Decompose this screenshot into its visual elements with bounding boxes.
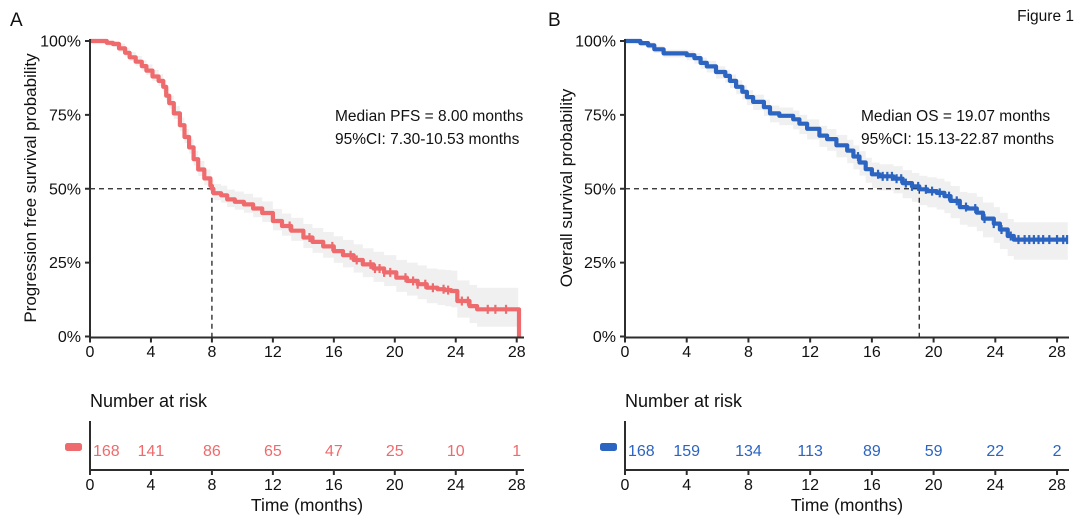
at-risk-count: 25 [386, 443, 404, 460]
at-risk-count: 113 [797, 443, 823, 460]
panel-b-plot: 0% 25% 50% 75% 100% 0 4 8 12 16 20 24 28 0 168 4 159 8 134… [575, 34, 1069, 494]
risk-legend-swatch [600, 443, 617, 451]
panel-a-x-axis-title: Time (months) [250, 495, 364, 515]
at-risk-count: 168 [628, 443, 655, 460]
x-axis-tick-label: 16 [863, 344, 881, 361]
y-axis-tick-label: 100% [40, 34, 81, 51]
y-axis-tick-label: 75% [584, 107, 616, 124]
y-axis-tick-label: 25% [49, 255, 81, 272]
x-axis-tick-label: 12 [264, 344, 282, 361]
at-risk-count: 1 [512, 443, 521, 460]
risk-axis-tick-label: 4 [147, 477, 156, 494]
at-risk-count: 89 [863, 443, 881, 460]
panel-a-y-axis-title: Progression free survival probability [21, 53, 40, 323]
at-risk-count: 168 [93, 443, 120, 460]
panel-b-risk-table-header: Number at risk [625, 391, 743, 411]
risk-axis-tick-label: 4 [682, 477, 691, 494]
y-axis-tick-label: 0% [58, 329, 81, 346]
at-risk-count: 65 [264, 443, 282, 460]
confidence-band [90, 41, 519, 329]
y-axis-tick-label: 75% [49, 107, 81, 124]
panel-b-annotation: Median OS = 19.07 months 95%CI: 15.13-22… [861, 105, 1054, 151]
y-axis-tick-label: 25% [584, 255, 616, 272]
risk-axis-tick-label: 16 [325, 477, 343, 494]
at-risk-count: 47 [325, 443, 343, 460]
at-risk-count: 86 [203, 443, 221, 460]
panel-b-y-axis-title: Overall survival probability [557, 88, 576, 288]
at-risk-count: 141 [138, 443, 165, 460]
x-axis-tick-label: 16 [325, 344, 343, 361]
x-axis-tick-label: 8 [207, 344, 216, 361]
risk-axis-tick-label: 20 [386, 477, 404, 494]
panel-a-ci-text: 95%CI: 7.30-10.53 months [335, 131, 520, 148]
x-axis-tick-label: 28 [508, 344, 526, 361]
panel-a-risk-table-header: Number at risk [90, 391, 208, 411]
at-risk-count: 10 [447, 443, 465, 460]
x-axis-tick-label: 20 [386, 344, 404, 361]
risk-axis-tick-label: 24 [986, 477, 1004, 494]
x-axis-tick-label: 24 [447, 344, 465, 361]
x-axis-tick-label: 8 [744, 344, 753, 361]
x-axis-tick-label: 12 [801, 344, 819, 361]
x-axis-tick-label: 20 [925, 344, 943, 361]
panel-a-plot: 0% 25% 50% 75% 100% 0 4 8 12 16 20 24 28 0 168 4 141 8 86 1… [40, 34, 526, 495]
y-axis-tick-label: 50% [584, 181, 616, 198]
x-axis-tick-label: 4 [147, 344, 156, 361]
x-axis-tick-label: 4 [682, 344, 691, 361]
x-axis-tick-label: 28 [1048, 344, 1066, 361]
at-risk-count: 59 [925, 443, 943, 460]
risk-axis-tick-label: 20 [925, 477, 943, 494]
at-risk-count: 2 [1053, 443, 1062, 460]
at-risk-count: 134 [735, 443, 762, 460]
panel-b-ci-text: 95%CI: 15.13-22.87 months [861, 131, 1055, 148]
risk-axis-tick-label: 24 [447, 477, 465, 494]
y-axis-tick-label: 0% [593, 329, 616, 346]
risk-axis-tick-label: 8 [207, 477, 216, 494]
panel-a-letter: A [10, 10, 23, 31]
risk-axis-tick-label: 28 [508, 477, 526, 494]
risk-axis-tick-label: 16 [863, 477, 881, 494]
y-axis-tick-label: 50% [49, 181, 81, 198]
at-risk-count: 159 [673, 443, 700, 460]
panel-b-median-text: Median OS = 19.07 months [861, 108, 1051, 125]
panel-a-annotation: Median PFS = 8.00 months 95%CI: 7.30-10.… [335, 105, 523, 151]
x-axis-tick-label: 24 [986, 344, 1004, 361]
risk-axis-tick-label: 12 [264, 477, 282, 494]
risk-legend-swatch [65, 443, 82, 451]
risk-axis-tick-label: 8 [744, 477, 753, 494]
risk-axis-tick-label: 0 [86, 477, 95, 494]
risk-axis-tick-label: 28 [1048, 477, 1066, 494]
panel-a-median-text: Median PFS = 8.00 months [335, 108, 524, 125]
panel-b-letter: B [548, 10, 561, 31]
y-axis-tick-label: 100% [575, 34, 616, 51]
x-axis-tick-label: 0 [621, 344, 630, 361]
risk-axis-tick-label: 12 [801, 477, 819, 494]
x-axis-tick-label: 0 [86, 344, 95, 361]
survival-curve [625, 38, 1068, 242]
figure-number-label: Figure 1 [1017, 8, 1074, 25]
at-risk-count: 22 [986, 443, 1004, 460]
panel-b-x-axis-title: Time (months) [790, 495, 904, 515]
risk-axis-tick-label: 0 [621, 477, 630, 494]
